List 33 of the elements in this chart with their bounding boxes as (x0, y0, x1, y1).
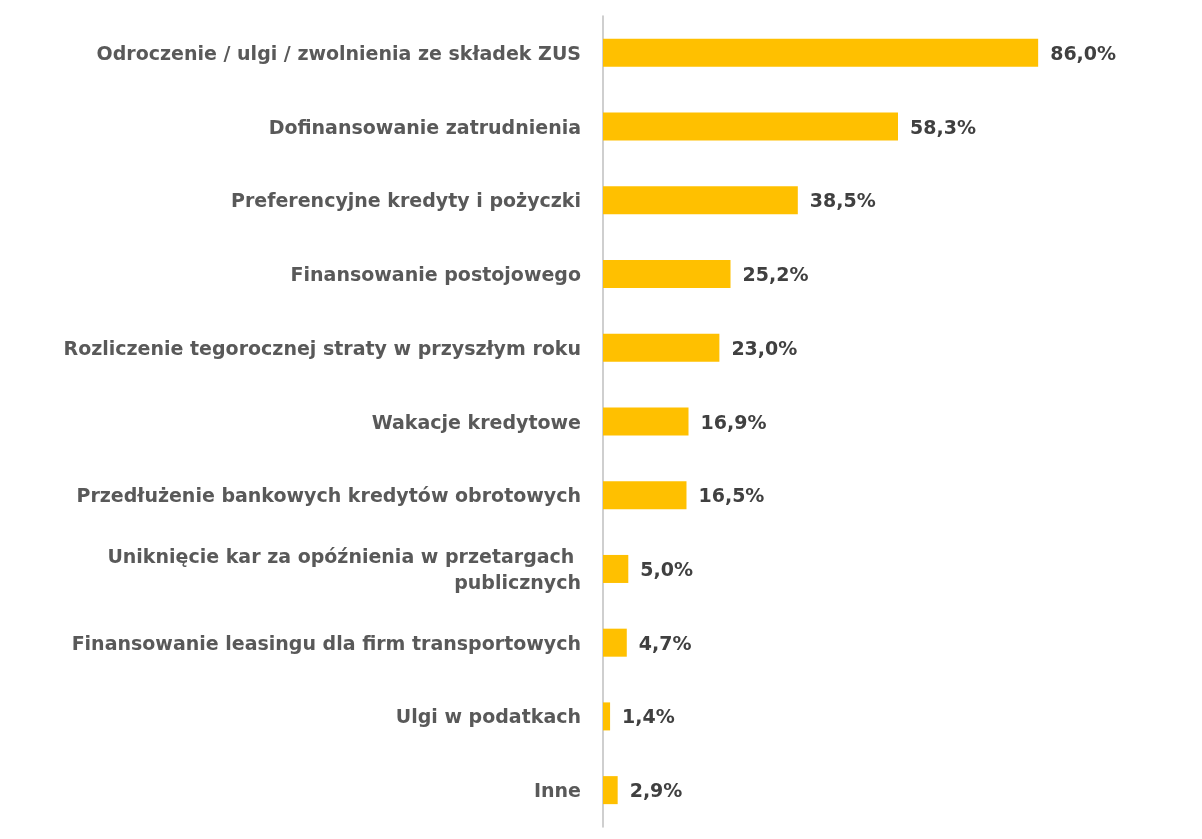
bar (603, 38, 1039, 67)
bar (603, 776, 618, 805)
y-tick-label: Finansowanie postojowego (290, 263, 581, 286)
data-label: 2,9% (629, 779, 683, 802)
y-tick-label: Preferencyjne kredyty i pożyczki (231, 189, 581, 212)
bar (603, 628, 627, 657)
data-label: 23,0% (731, 336, 798, 359)
bar (603, 481, 687, 510)
y-tick-label: Odroczenie / ulgi / zwolnienia ze składek ZUS (96, 41, 581, 64)
y-tick-label: Rozliczenie tegorocznej straty w przyszłym roku (63, 336, 581, 359)
y-tick-label: Dofinansowanie zatrudnienia (268, 115, 581, 138)
data-label: 38,5% (809, 189, 876, 212)
bar (603, 702, 611, 731)
bar (603, 333, 720, 362)
bar (603, 186, 798, 215)
data-label: 16,9% (700, 410, 767, 433)
data-label: 86,0% (1050, 41, 1117, 64)
data-label: 25,2% (742, 263, 809, 286)
data-label: 58,3% (910, 115, 976, 138)
y-tick-label: Ulgi w podatkach (395, 705, 581, 728)
bar (603, 112, 898, 141)
bar (603, 260, 731, 289)
data-label: 16,5% (698, 484, 765, 507)
bar (603, 554, 629, 583)
y-tick-label: Uniknięcie kar za opóźnienia w przetargach publicznych (107, 544, 581, 593)
bar (603, 407, 689, 436)
y-tick-label: Finansowanie leasingu dla firm transportowych (71, 631, 581, 654)
y-tick-label: Wakacje kredytowe (371, 410, 581, 433)
data-label: 5,0% (640, 557, 693, 580)
data-label: 4,7% (638, 631, 692, 654)
y-tick-label: Przedłużenie bankowych kredytów obrotowych (76, 484, 581, 507)
data-label: 1,4% (622, 705, 675, 728)
y-tick-label: Inne (533, 779, 581, 802)
